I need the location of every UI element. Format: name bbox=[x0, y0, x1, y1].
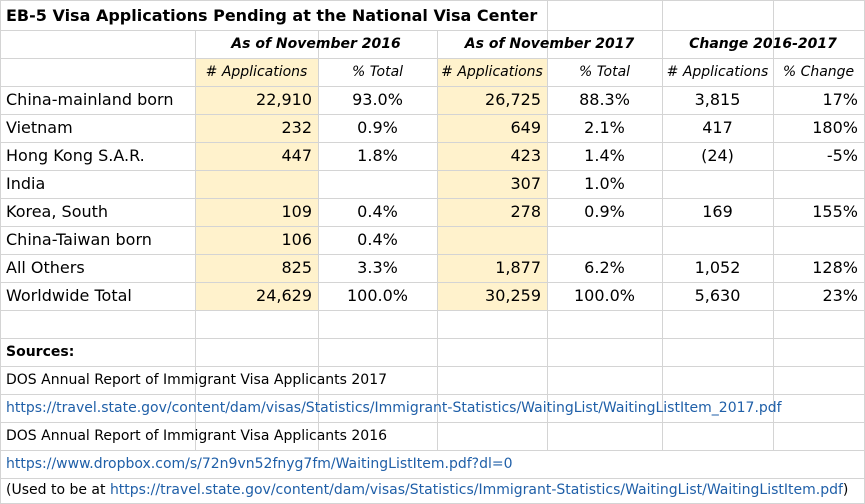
col-header-pct-2016: % Total bbox=[351, 64, 404, 80]
cell-apps-change: 3,815 bbox=[694, 90, 741, 109]
col-header-pct-change: % Change bbox=[782, 64, 855, 80]
cell-pct-2017: 88.3% bbox=[579, 90, 630, 109]
source-2017-label: DOS Annual Report of Immigrant Visa Appl… bbox=[6, 372, 388, 388]
source-2016-label: DOS Annual Report of Immigrant Visa Appl… bbox=[6, 428, 388, 444]
cell-pct-2017 bbox=[547, 226, 662, 254]
cell-pct-2017: 1.4% bbox=[584, 146, 625, 165]
group-header-nov2016: As of November 2016 bbox=[231, 36, 401, 52]
cell-pct-change: 17% bbox=[822, 90, 858, 109]
cell-apps-change bbox=[662, 226, 773, 254]
row-label: China-mainland born bbox=[6, 90, 174, 109]
cell-apps-2016: 109 bbox=[281, 202, 312, 221]
cell-pct-change bbox=[773, 226, 864, 254]
cell-apps-2016 bbox=[195, 170, 318, 198]
cell-apps-2017: 278 bbox=[510, 202, 541, 221]
cell-pct-change: -5% bbox=[826, 146, 858, 165]
cell-pct-change: 128% bbox=[812, 258, 858, 277]
cell-apps-2017: 423 bbox=[510, 146, 541, 165]
row-label: Worldwide Total bbox=[6, 286, 132, 305]
cell-apps-2017: 26,725 bbox=[485, 90, 541, 109]
sheet-title: EB-5 Visa Applications Pending at the Na… bbox=[6, 6, 538, 25]
cell-apps-2017: 30,259 bbox=[485, 286, 541, 305]
cell-pct-change: 23% bbox=[822, 286, 858, 305]
col-header-pct-2017: % Total bbox=[578, 64, 631, 80]
highlight-2016-apps bbox=[195, 58, 318, 310]
col-header-apps-2016: # Applications bbox=[205, 64, 308, 80]
cell-apps-change: 169 bbox=[702, 202, 733, 221]
cell-apps-2016: 106 bbox=[281, 230, 312, 249]
cell-apps-2017: 307 bbox=[510, 174, 541, 193]
source-note: (Used to be at https://travel.state.gov/… bbox=[0, 476, 848, 504]
cell-apps-2017: 1,877 bbox=[495, 258, 541, 277]
cell-pct-2017: 2.1% bbox=[584, 118, 625, 137]
cell-pct-2016: 100.0% bbox=[346, 286, 408, 305]
cell-pct-change: 155% bbox=[812, 202, 858, 221]
source-note-link[interactable]: https://travel.state.gov/content/dam/vis… bbox=[109, 482, 843, 498]
cell-pct-2016: 1.8% bbox=[357, 146, 398, 165]
cell-apps-2016: 447 bbox=[281, 146, 312, 165]
cell-pct-2017: 1.0% bbox=[584, 174, 625, 193]
row-label: India bbox=[6, 174, 46, 193]
cell-apps-change: (24) bbox=[701, 146, 734, 165]
sources-heading: Sources: bbox=[6, 344, 75, 360]
row-label: China-Taiwan born bbox=[6, 230, 152, 249]
row-label: Korea, South bbox=[6, 202, 109, 221]
cell-pct-2016 bbox=[318, 170, 437, 198]
cell-pct-change: 180% bbox=[812, 118, 858, 137]
source-note-prefix: (Used to be at bbox=[6, 482, 110, 498]
source-note-suffix: ) bbox=[842, 482, 849, 498]
cell-pct-2016: 0.4% bbox=[357, 202, 398, 221]
group-header-change: Change 2016-2017 bbox=[689, 36, 837, 52]
cell-apps-change bbox=[662, 170, 773, 198]
cell-apps-2016: 22,910 bbox=[256, 90, 312, 109]
cell-pct-2017: 100.0% bbox=[573, 286, 635, 305]
cell-apps-2017 bbox=[437, 226, 547, 254]
highlight-2017-apps bbox=[437, 58, 547, 310]
source-2017-link[interactable]: https://travel.state.gov/content/dam/vis… bbox=[6, 400, 782, 416]
cell-apps-2016: 24,629 bbox=[256, 286, 312, 305]
group-header-nov2017: As of November 2017 bbox=[464, 36, 635, 52]
col-header-apps-change: # Applications bbox=[666, 64, 769, 80]
cell-apps-2016: 825 bbox=[281, 258, 312, 277]
cell-pct-2016: 93.0% bbox=[352, 90, 403, 109]
cell-pct-2017: 6.2% bbox=[584, 258, 625, 277]
cell-apps-2016: 232 bbox=[281, 118, 312, 137]
cell-apps-change: 417 bbox=[702, 118, 733, 137]
row-label: All Others bbox=[6, 258, 85, 277]
col-header-apps-2017: # Applications bbox=[441, 64, 543, 80]
cell-apps-change: 1,052 bbox=[694, 258, 741, 277]
cell-apps-2017: 649 bbox=[510, 118, 541, 137]
cell-pct-2016: 3.3% bbox=[357, 258, 398, 277]
cell-pct-change bbox=[773, 170, 864, 198]
row-label: Hong Kong S.A.R. bbox=[6, 146, 145, 165]
cell-pct-2016: 0.4% bbox=[357, 230, 398, 249]
source-2016-link[interactable]: https://www.dropbox.com/s/72n9vn52fnyg7f… bbox=[6, 456, 513, 472]
cell-apps-change: 5,630 bbox=[694, 286, 741, 305]
cell-pct-2016: 0.9% bbox=[357, 118, 398, 137]
cell-pct-2017: 0.9% bbox=[584, 202, 625, 221]
row-label: Vietnam bbox=[6, 118, 73, 137]
